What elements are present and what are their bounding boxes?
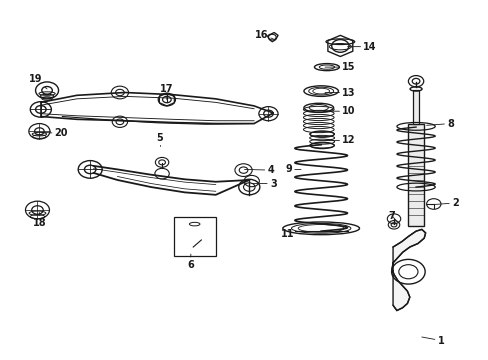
Bar — [173, 217, 215, 256]
Text: 14: 14 — [347, 42, 376, 51]
Text: 9: 9 — [285, 165, 301, 174]
Text: 18: 18 — [33, 212, 46, 228]
Text: 2: 2 — [430, 198, 458, 208]
Polygon shape — [391, 229, 425, 311]
Text: 4: 4 — [244, 165, 274, 175]
Text: 10: 10 — [325, 106, 355, 116]
Bar — [412, 90, 419, 123]
Text: 11: 11 — [280, 229, 299, 239]
Text: 1: 1 — [421, 336, 444, 346]
Text: 6: 6 — [187, 254, 194, 270]
Bar — [407, 123, 423, 226]
Text: 12: 12 — [325, 135, 355, 145]
Text: 15: 15 — [325, 62, 355, 72]
Text: 13: 13 — [325, 87, 355, 98]
Text: 7: 7 — [388, 211, 397, 222]
Text: 16: 16 — [254, 30, 273, 40]
Text: 19: 19 — [29, 75, 47, 89]
Text: 3: 3 — [251, 179, 276, 189]
Text: 5: 5 — [156, 133, 162, 147]
Text: 20: 20 — [42, 129, 68, 139]
Text: 8: 8 — [426, 118, 453, 129]
Text: 17: 17 — [160, 84, 173, 100]
